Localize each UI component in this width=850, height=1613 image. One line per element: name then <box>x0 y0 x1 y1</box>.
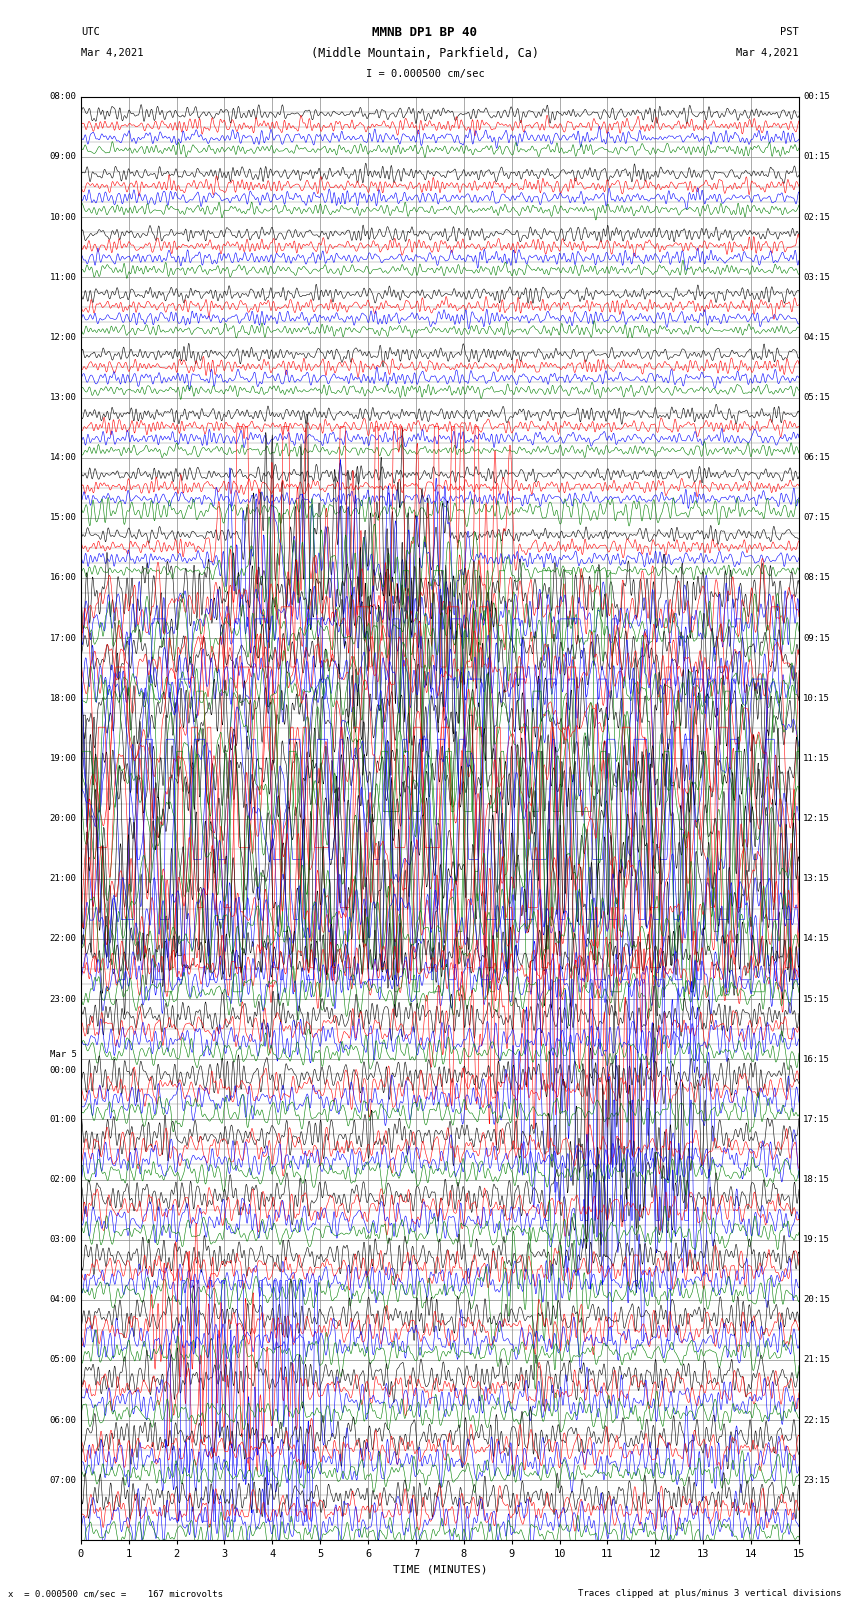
Text: 11:15: 11:15 <box>803 753 830 763</box>
Text: Traces clipped at plus/minus 3 vertical divisions: Traces clipped at plus/minus 3 vertical … <box>578 1589 842 1598</box>
Text: Mar 4,2021: Mar 4,2021 <box>736 48 799 58</box>
Text: 20:15: 20:15 <box>803 1295 830 1305</box>
Text: I = 0.000500 cm/sec: I = 0.000500 cm/sec <box>366 69 484 79</box>
Text: Mar 4,2021: Mar 4,2021 <box>81 48 144 58</box>
Text: 10:00: 10:00 <box>49 213 76 221</box>
Text: 23:00: 23:00 <box>49 995 76 1003</box>
Text: 19:15: 19:15 <box>803 1236 830 1244</box>
Text: (Middle Mountain, Parkfield, Ca): (Middle Mountain, Parkfield, Ca) <box>311 47 539 60</box>
Text: 13:15: 13:15 <box>803 874 830 884</box>
Text: 17:00: 17:00 <box>49 634 76 642</box>
Text: 23:15: 23:15 <box>803 1476 830 1484</box>
Text: 03:00: 03:00 <box>49 1236 76 1244</box>
Text: 05:15: 05:15 <box>803 394 830 402</box>
Text: 11:00: 11:00 <box>49 273 76 282</box>
Text: PST: PST <box>780 27 799 37</box>
Text: 02:00: 02:00 <box>49 1174 76 1184</box>
Text: 10:15: 10:15 <box>803 694 830 703</box>
Text: MMNB DP1 BP 40: MMNB DP1 BP 40 <box>372 26 478 39</box>
Text: 15:15: 15:15 <box>803 995 830 1003</box>
Text: 19:00: 19:00 <box>49 753 76 763</box>
Text: 15:00: 15:00 <box>49 513 76 523</box>
Text: 02:15: 02:15 <box>803 213 830 221</box>
Text: 21:15: 21:15 <box>803 1355 830 1365</box>
Text: 00:15: 00:15 <box>803 92 830 102</box>
Text: 20:00: 20:00 <box>49 815 76 823</box>
X-axis label: TIME (MINUTES): TIME (MINUTES) <box>393 1565 487 1574</box>
Text: 22:00: 22:00 <box>49 934 76 944</box>
Text: UTC: UTC <box>81 27 99 37</box>
Text: 14:15: 14:15 <box>803 934 830 944</box>
Text: Mar 5: Mar 5 <box>49 1050 76 1060</box>
Text: 14:00: 14:00 <box>49 453 76 463</box>
Text: 18:15: 18:15 <box>803 1174 830 1184</box>
Text: 09:00: 09:00 <box>49 153 76 161</box>
Text: 03:15: 03:15 <box>803 273 830 282</box>
Text: x  = 0.000500 cm/sec =    167 microvolts: x = 0.000500 cm/sec = 167 microvolts <box>8 1589 224 1598</box>
Text: 09:15: 09:15 <box>803 634 830 642</box>
Text: 05:00: 05:00 <box>49 1355 76 1365</box>
Text: 04:00: 04:00 <box>49 1295 76 1305</box>
Text: 06:00: 06:00 <box>49 1416 76 1424</box>
Text: 22:15: 22:15 <box>803 1416 830 1424</box>
Text: 08:00: 08:00 <box>49 92 76 102</box>
Text: 13:00: 13:00 <box>49 394 76 402</box>
Text: 07:00: 07:00 <box>49 1476 76 1484</box>
Text: 08:15: 08:15 <box>803 574 830 582</box>
Text: 12:00: 12:00 <box>49 332 76 342</box>
Text: 16:15: 16:15 <box>803 1055 830 1063</box>
Text: 01:00: 01:00 <box>49 1115 76 1124</box>
Text: 18:00: 18:00 <box>49 694 76 703</box>
Text: 04:15: 04:15 <box>803 332 830 342</box>
Text: 06:15: 06:15 <box>803 453 830 463</box>
Text: 07:15: 07:15 <box>803 513 830 523</box>
Text: 00:00: 00:00 <box>49 1066 76 1074</box>
Text: 16:00: 16:00 <box>49 574 76 582</box>
Text: 01:15: 01:15 <box>803 153 830 161</box>
Text: 12:15: 12:15 <box>803 815 830 823</box>
Text: 17:15: 17:15 <box>803 1115 830 1124</box>
Text: 21:00: 21:00 <box>49 874 76 884</box>
